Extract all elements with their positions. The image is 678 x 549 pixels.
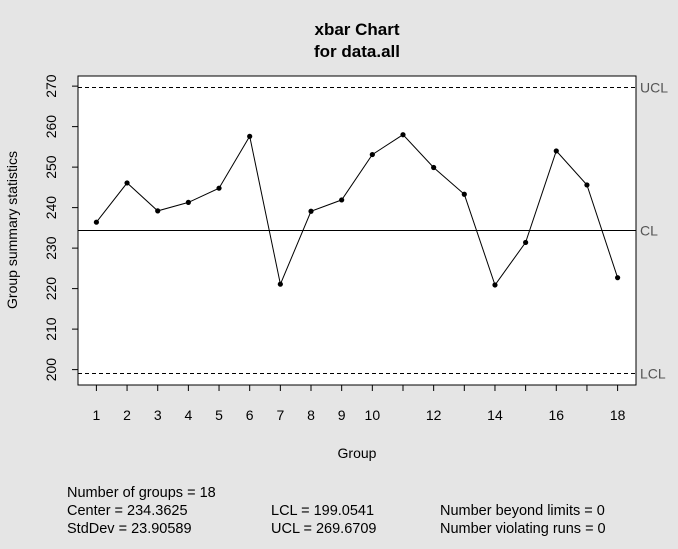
data-point bbox=[553, 148, 559, 154]
series-line bbox=[93, 132, 621, 288]
y-tick-label: 250 bbox=[43, 155, 59, 179]
x-axis: 1 2 3 4 5 6 7 8 9 10 12 14 16 18 bbox=[92, 384, 626, 423]
y-axis: 200 210 220 230 240 250 260 270 bbox=[43, 74, 79, 382]
data-point bbox=[461, 191, 467, 197]
stat-ucl: UCL = 269.6709 bbox=[271, 521, 377, 537]
x-tick-label: 6 bbox=[246, 407, 254, 423]
x-tick-label: 9 bbox=[338, 407, 346, 423]
stat-beyond-limits: Number beyond limits = 0 bbox=[440, 503, 605, 519]
x-tick-label: 16 bbox=[548, 407, 564, 423]
data-point bbox=[216, 185, 222, 191]
data-point bbox=[247, 133, 253, 139]
y-tick-label: 270 bbox=[43, 74, 59, 98]
data-point bbox=[277, 281, 283, 287]
stat-number-of-groups: Number of groups = 18 bbox=[67, 485, 216, 501]
data-point bbox=[155, 208, 161, 214]
data-point bbox=[308, 208, 314, 214]
data-point bbox=[93, 219, 99, 225]
x-tick-label: 8 bbox=[307, 407, 315, 423]
y-tick-label: 210 bbox=[43, 317, 59, 341]
x-tick-label: 7 bbox=[276, 407, 284, 423]
ucl-label: UCL bbox=[640, 79, 668, 95]
stat-stddev: StdDev = 23.90589 bbox=[67, 521, 192, 537]
chart-title: xbar Chart bbox=[314, 20, 399, 39]
x-tick-label: 1 bbox=[92, 407, 100, 423]
y-tick-label: 240 bbox=[43, 196, 59, 220]
series-polyline bbox=[96, 134, 619, 287]
lcl-label: LCL bbox=[640, 365, 666, 381]
x-axis-label: Group bbox=[338, 445, 377, 461]
x-tick-label: 12 bbox=[426, 407, 442, 423]
chart-subtitle: for data.all bbox=[314, 42, 400, 61]
x-tick-label: 18 bbox=[610, 407, 626, 423]
stat-lcl: LCL = 199.0541 bbox=[271, 503, 375, 519]
data-point bbox=[339, 197, 345, 203]
x-tick-label: 4 bbox=[184, 407, 192, 423]
y-tick-label: 220 bbox=[43, 277, 59, 301]
data-point bbox=[584, 182, 590, 188]
stat-violating-runs: Number violating runs = 0 bbox=[440, 521, 606, 537]
y-tick-label: 260 bbox=[43, 115, 59, 139]
x-tick-label: 3 bbox=[154, 407, 162, 423]
x-tick-label: 10 bbox=[365, 407, 381, 423]
data-point bbox=[185, 199, 191, 205]
data-point bbox=[369, 151, 375, 158]
x-tick-label: 5 bbox=[215, 407, 223, 423]
data-point bbox=[615, 275, 621, 281]
x-tick-label: 14 bbox=[487, 407, 503, 423]
control-limits: UCL CL LCL bbox=[78, 79, 668, 381]
cl-label: CL bbox=[640, 222, 658, 238]
y-tick-label: 230 bbox=[43, 236, 59, 260]
data-point bbox=[124, 180, 130, 186]
data-point bbox=[400, 132, 406, 138]
data-point bbox=[523, 239, 529, 246]
data-point bbox=[431, 164, 437, 171]
y-tick-label: 200 bbox=[43, 358, 59, 382]
y-axis-label: Group summary statistics bbox=[4, 151, 20, 309]
x-tick-label: 2 bbox=[123, 407, 131, 423]
data-point bbox=[492, 282, 498, 288]
stat-center: Center = 234.3625 bbox=[67, 503, 188, 519]
